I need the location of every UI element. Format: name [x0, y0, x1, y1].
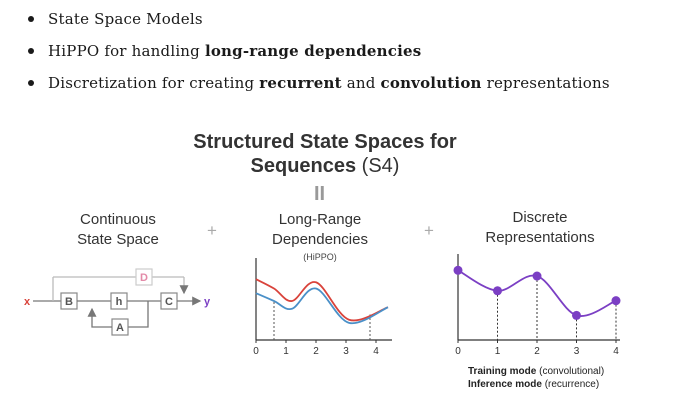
title-line-2: Sequences (S4) [150, 154, 500, 178]
title-line-1: Structured State Spaces for [193, 131, 457, 153]
legend-bold: Training mode [468, 366, 537, 377]
title-bold: Sequences [250, 155, 357, 177]
bullet-bold: convolution [380, 74, 482, 92]
hippo-label: (HiPPO) [303, 252, 337, 262]
x-tick-label: 1 [495, 346, 501, 357]
data-point [493, 286, 502, 296]
panel-heading-discrete: Discrete Representations [460, 208, 620, 248]
x-tick-label: 3 [343, 346, 349, 357]
data-point [572, 310, 581, 320]
equals-sign: II [314, 183, 326, 205]
bullet-bold: recurrent [259, 74, 342, 92]
hippo-chart: 0 1 2 3 4 [253, 258, 392, 357]
label-h: h [116, 296, 123, 308]
legend-rest: (convolutional) [536, 366, 605, 377]
heading-line: Representations [485, 229, 595, 246]
bullet-text: State Space Models [48, 10, 203, 28]
label-y: y [204, 296, 211, 308]
legend-training: Training mode (convolutional) [468, 365, 604, 378]
data-point [532, 271, 542, 281]
title-rest: (S4) [356, 155, 400, 177]
heading-line: Dependencies [272, 231, 368, 248]
box-d [135, 268, 153, 286]
bullet-hippo: HiPPO for handling long-range dependenci… [18, 36, 610, 68]
feedback-arrow [87, 307, 112, 328]
x-tick-label: 1 [283, 346, 289, 357]
heading-line: State Space [77, 231, 159, 248]
data-point [453, 265, 463, 275]
diagram-title: Structured State Spaces for Sequences (S… [150, 130, 500, 178]
plus-sign: + [424, 221, 434, 240]
bullet-text: Discretization for creating [48, 74, 260, 92]
bullet-discretization: Discretization for creating recurrent an… [18, 68, 610, 100]
mode-legend: Training mode (convolutional) Inference … [468, 365, 604, 391]
label-b: B [65, 296, 73, 308]
label-c: C [165, 296, 173, 308]
label-d: D [140, 272, 148, 284]
data-point [611, 296, 621, 306]
x-tick-label: 2 [534, 346, 540, 357]
feedback-wire [128, 301, 149, 328]
x-tick-label: 4 [373, 346, 379, 357]
bullet-state-space-models: State Space Models [18, 4, 610, 36]
series-line [255, 287, 389, 325]
legend-rest: (recurrence) [541, 379, 600, 390]
heading-line: Continuous [80, 211, 156, 228]
plus-sign: + [207, 221, 217, 240]
panel-heading-continuous: Continuous State Space [48, 210, 188, 250]
bullet-bold: long-range dependencies [204, 42, 422, 60]
x-tick-label: 0 [253, 346, 259, 357]
series-line [255, 278, 389, 322]
legend-inference: Inference mode (recurrence) [468, 378, 604, 391]
bullet-list: State Space Models HiPPO for handling lo… [18, 4, 610, 100]
bullet-text: and [341, 74, 381, 92]
block-diagram: x B h C A D y [24, 268, 211, 336]
label-a: A [116, 322, 124, 334]
legend-bold: Inference mode [468, 379, 542, 390]
bullet-text: representations [481, 74, 610, 92]
heading-line: Long-Range [278, 211, 362, 228]
panel-heading-longrange: Long-Range Dependencies [250, 210, 390, 250]
heading-line: Discrete [512, 209, 568, 226]
x-tick-label: 4 [613, 346, 619, 357]
x-tick-label: 2 [313, 346, 319, 357]
discrete-chart: 0 1 2 3 4 [453, 254, 621, 357]
x-tick-label: 0 [455, 346, 461, 357]
x-tick-label: 3 [574, 346, 580, 357]
label-x: x [24, 296, 31, 308]
bullet-text: HiPPO for handling [48, 42, 205, 60]
